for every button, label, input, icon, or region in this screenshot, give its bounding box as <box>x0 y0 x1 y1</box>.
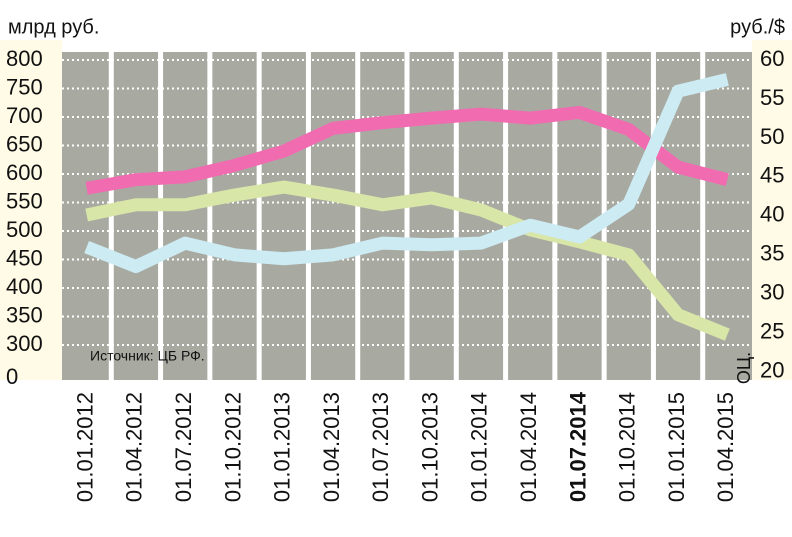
y-tick-label: 800 <box>6 46 43 71</box>
x-tick-label: 01.04.2015 <box>713 392 738 502</box>
source-note: Источник: ЦБ РФ. <box>90 348 205 364</box>
y-tick-label: 700 <box>6 103 43 128</box>
series-line <box>85 105 729 195</box>
x-tick-label: 01.10.2014 <box>615 392 640 502</box>
x-tick-label: 01.07.2014 <box>565 391 590 502</box>
y-tick-label: 300 <box>6 331 43 356</box>
y2-tick-label: 60 <box>760 46 784 71</box>
series-line <box>84 73 729 274</box>
x-tick-label: 01.10.2012 <box>220 392 245 502</box>
y-tick-label: 550 <box>6 188 43 213</box>
y2-tick-label: 45 <box>760 163 784 188</box>
x-tick-label: 01.04.2014 <box>516 392 541 502</box>
y-tick-label: 750 <box>6 74 43 99</box>
y-tick-label: 350 <box>6 302 43 327</box>
note: ОЦ. <box>734 352 754 384</box>
axis-background <box>752 40 792 380</box>
x-tick-label: 01.01.2013 <box>270 392 295 502</box>
x-tick-label: 01.07.2013 <box>368 392 393 502</box>
y2-tick-label: 25 <box>760 319 784 344</box>
axis-background <box>0 40 62 380</box>
y-axis-label: млрд руб. <box>8 16 99 38</box>
x-tick-label: 01.04.2012 <box>122 392 147 502</box>
y-tick-label: 650 <box>6 131 43 156</box>
y2-tick-label: 55 <box>760 85 784 110</box>
y2-axis-label: руб./$ <box>730 16 785 38</box>
y-tick-label: 450 <box>6 245 43 270</box>
y2-tick-label: 40 <box>760 202 784 227</box>
x-tick-label: 01.01.2012 <box>72 392 97 502</box>
x-tick-label: 01.01.2015 <box>664 392 689 502</box>
y2-tick-label: 35 <box>760 241 784 266</box>
x-tick-label: 01.01.2014 <box>467 392 492 502</box>
x-tick-label: 01.07.2012 <box>171 392 196 502</box>
y2-tick-label: 30 <box>760 280 784 305</box>
y-tick-label: 400 <box>6 274 43 299</box>
x-tick-label: 01.04.2013 <box>319 392 344 502</box>
x-tick-label: 01.10.2013 <box>417 392 442 502</box>
y2-tick-label: 50 <box>760 124 784 149</box>
y2-tick-label: 20 <box>760 358 784 383</box>
y-tick-label: 500 <box>6 217 43 242</box>
series-line <box>85 180 730 341</box>
y-tick-label: 600 <box>6 160 43 185</box>
y-tick-label: 0 <box>6 364 18 389</box>
